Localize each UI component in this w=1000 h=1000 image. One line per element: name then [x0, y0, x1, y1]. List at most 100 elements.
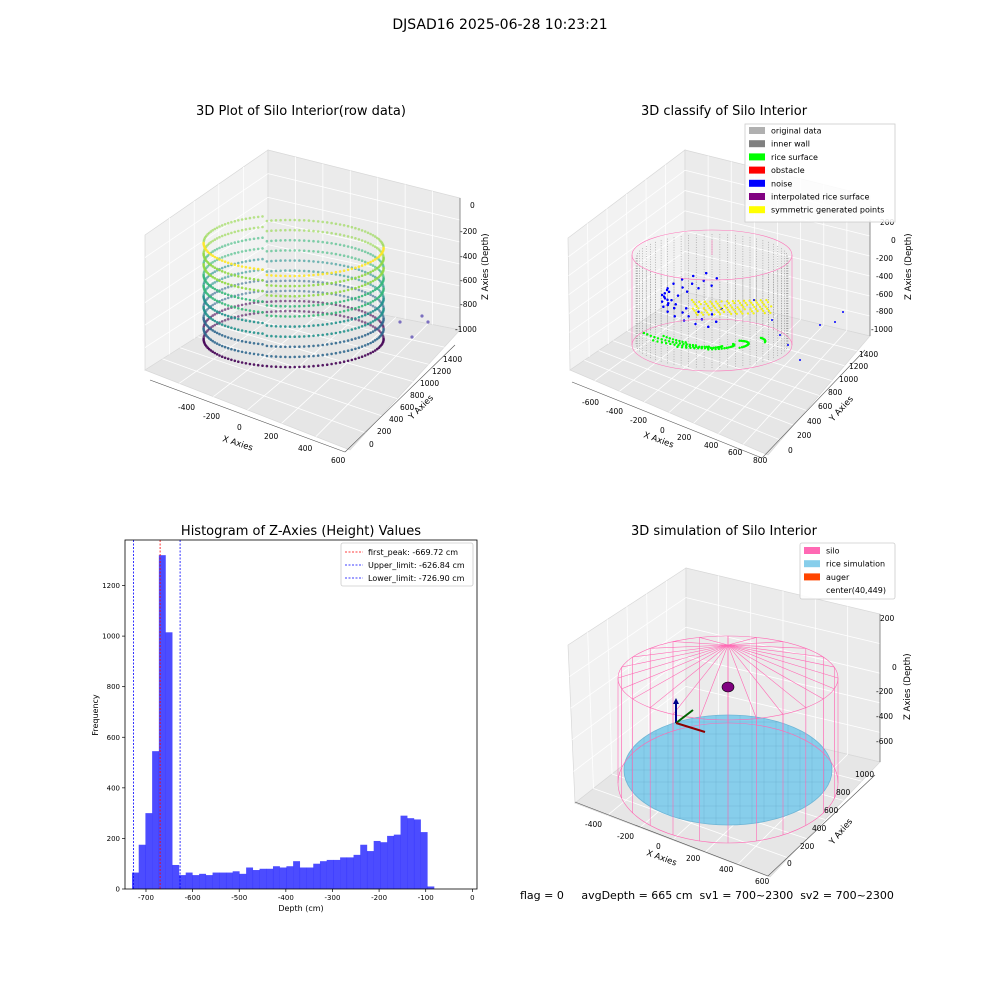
data-point [307, 300, 311, 303]
histogram-bar [279, 867, 287, 889]
x-tick: -400 [585, 820, 602, 829]
data-point [220, 256, 224, 259]
data-point [375, 327, 379, 331]
data-point [202, 305, 205, 309]
data-point [220, 309, 224, 313]
histogram-bar [145, 813, 153, 889]
data-point [685, 343, 688, 346]
data-point [346, 288, 350, 292]
z-tick: 0 [470, 201, 475, 210]
data-point [346, 339, 350, 342]
data-point [240, 307, 244, 311]
legend-swatch [749, 179, 765, 187]
data-point [360, 345, 364, 348]
data-point [330, 242, 333, 245]
data-point [288, 259, 292, 262]
data-point [369, 232, 372, 236]
data-point [223, 335, 227, 338]
data-point [213, 323, 217, 327]
data-point [371, 259, 375, 263]
data-point [371, 254, 375, 257]
data-point [357, 295, 361, 299]
data-point [312, 290, 315, 294]
data-point [265, 260, 269, 263]
data-point [226, 293, 230, 297]
data-point [726, 300, 729, 303]
data-point [284, 355, 287, 359]
data-point [366, 332, 370, 336]
data-point [302, 294, 306, 298]
histogram-bar [360, 844, 368, 889]
data-point [321, 283, 325, 286]
data-point [742, 299, 746, 302]
data-point [360, 314, 364, 318]
data-point [685, 307, 688, 310]
data-point [730, 306, 734, 309]
simulation-legend: silo rice simulation auger center(40,449) [799, 542, 896, 600]
data-point [681, 278, 684, 281]
data-point [211, 282, 214, 285]
data-point [691, 282, 694, 285]
data-point [670, 299, 673, 302]
data-point [237, 229, 240, 233]
data-point [346, 308, 350, 312]
data-point [350, 348, 354, 352]
x-tick: 400 [704, 441, 719, 450]
data-point [302, 229, 306, 232]
data-point [223, 260, 227, 264]
data-point [698, 345, 701, 348]
data-point [363, 291, 367, 294]
data-point [363, 263, 367, 266]
data-point [330, 312, 333, 315]
data-point [757, 303, 760, 306]
data-point [729, 345, 732, 349]
data-point [360, 229, 364, 232]
data-point [298, 309, 301, 313]
data-point [293, 259, 297, 262]
data-point [288, 365, 292, 369]
y-tick: 400 [807, 417, 822, 426]
y-tick: 800 [828, 388, 843, 397]
legend-label: rice surface [771, 153, 818, 162]
data-point [700, 347, 703, 350]
data-point [237, 307, 240, 310]
data-point [710, 302, 714, 305]
data-point [307, 365, 311, 368]
y-tick-label: 800 [107, 683, 120, 691]
data-point [288, 345, 292, 349]
y-tick-label: 600 [107, 734, 120, 742]
data-point [265, 273, 269, 277]
data-point [342, 264, 346, 268]
data-point [226, 264, 230, 268]
data-point [369, 331, 372, 335]
data-point [686, 290, 689, 293]
data-point [312, 314, 315, 317]
data-point [342, 315, 346, 318]
data-point [248, 312, 252, 316]
data-point [274, 355, 278, 358]
data-point [342, 305, 346, 308]
y-tick: 400 [389, 415, 404, 424]
data-point [371, 274, 375, 278]
x-tick: 800 [753, 456, 768, 465]
data-point [316, 303, 320, 307]
data-point [244, 308, 248, 312]
data-point [226, 314, 230, 318]
data-point [721, 308, 724, 311]
histogram-bar [393, 834, 401, 889]
data-point [360, 310, 364, 313]
data-point [279, 315, 282, 318]
data-point [284, 249, 287, 252]
data-point [211, 325, 214, 328]
data-point [715, 277, 718, 280]
data-point [366, 292, 370, 295]
legend-label: center(40,449) [826, 586, 886, 595]
data-point [373, 349, 377, 352]
data-point [354, 337, 357, 340]
data-point [360, 239, 364, 242]
legend-label: silo [826, 547, 840, 556]
data-point [357, 326, 361, 329]
data-point [302, 300, 306, 303]
data-point [753, 305, 756, 308]
data-point [753, 299, 755, 301]
